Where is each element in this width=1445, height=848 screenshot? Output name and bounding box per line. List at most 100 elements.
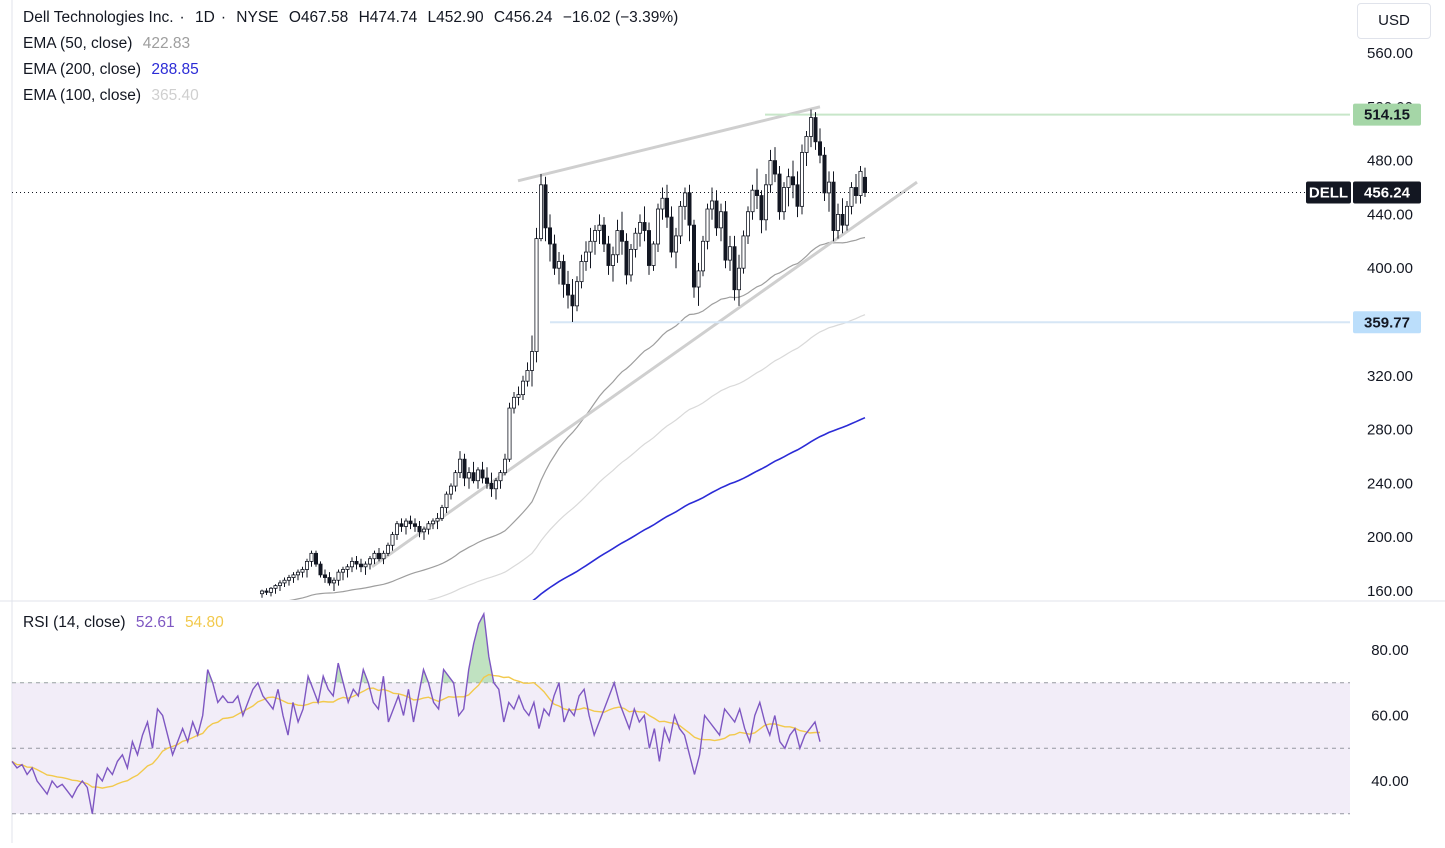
candle-body <box>309 552 314 562</box>
price-axis-tick: 440.00 <box>1367 206 1413 223</box>
candle-body <box>322 574 327 578</box>
candle-body <box>453 472 458 487</box>
candle-body <box>615 230 620 256</box>
candle <box>309 550 314 567</box>
candle <box>633 227 638 258</box>
candle <box>575 276 580 312</box>
candle-body <box>629 248 634 276</box>
candle-body <box>827 181 832 194</box>
candle-body <box>557 261 562 269</box>
candle-body <box>552 243 557 269</box>
candle <box>629 243 634 282</box>
candle <box>813 112 818 150</box>
candle-body <box>327 577 332 584</box>
candle-body <box>804 135 809 153</box>
candle-body <box>331 579 336 584</box>
candle-body <box>457 458 462 474</box>
ema200-legend[interactable]: EMA (200, close) 288.85 <box>23 60 205 80</box>
candle <box>638 214 643 247</box>
candle-body <box>408 520 413 525</box>
candle-body <box>480 469 485 479</box>
lower-trendline <box>371 180 918 569</box>
rsi-value: 52.61 <box>135 614 175 631</box>
candle <box>507 402 512 462</box>
candle <box>282 577 287 587</box>
candle <box>710 187 715 220</box>
candle-body <box>273 585 278 589</box>
candle <box>534 227 539 363</box>
candle <box>399 518 404 532</box>
candle-body <box>692 224 697 288</box>
symbol-legend: Dell Technologies Inc. · 1D · NYSE O467.58… <box>23 9 679 26</box>
candle <box>611 246 616 282</box>
candle-body <box>683 192 688 207</box>
price-plot-group <box>12 105 1350 600</box>
candle-body <box>507 407 512 460</box>
candle-body <box>394 523 399 535</box>
currency-button[interactable]: USD <box>1357 3 1431 39</box>
candle-body <box>539 184 544 240</box>
candle <box>809 109 814 148</box>
candle <box>273 584 278 594</box>
price-axis-tick: 480.00 <box>1367 153 1413 170</box>
candle-body <box>696 270 701 288</box>
candle-body <box>304 561 309 570</box>
symbol-name: Dell Technologies Inc. <box>23 9 174 26</box>
candle-body <box>412 523 417 527</box>
candle-body <box>782 187 787 213</box>
candle <box>264 588 269 596</box>
candle-body <box>403 520 408 527</box>
candle <box>782 182 787 220</box>
candle-body <box>593 230 598 242</box>
ema50-legend[interactable]: EMA (50, close) 422.83 <box>23 34 196 54</box>
candle-body <box>732 246 737 291</box>
candle <box>764 174 769 231</box>
candle <box>493 478 498 500</box>
ema100-legend[interactable]: EMA (100, close) 365.40 <box>23 86 205 106</box>
candle <box>741 230 746 274</box>
candle <box>606 235 611 275</box>
candle-body <box>611 254 616 266</box>
candle <box>845 200 850 231</box>
candle-body <box>786 176 791 188</box>
candle-body <box>642 222 647 231</box>
candle-body <box>282 579 287 584</box>
candle <box>462 453 467 487</box>
candle-body <box>566 283 571 296</box>
candle-body <box>381 552 386 560</box>
exchange-label: NYSE <box>236 9 279 26</box>
candle-body <box>484 477 489 484</box>
candle <box>512 391 517 414</box>
candle <box>300 566 305 578</box>
candle-body <box>277 582 282 587</box>
candle <box>331 577 336 591</box>
low-value: L452.90 <box>427 9 484 26</box>
price-axis-tick: 400.00 <box>1367 260 1413 277</box>
candle <box>566 270 571 309</box>
candle <box>795 171 800 218</box>
candle <box>363 561 368 575</box>
high-value: H474.74 <box>358 9 418 26</box>
rsi-ma-value: 54.80 <box>184 614 224 631</box>
candle-body <box>363 563 368 568</box>
candle <box>304 558 309 578</box>
candle <box>822 147 827 201</box>
candle-body <box>336 571 341 581</box>
candle-body <box>462 458 467 479</box>
candle <box>394 521 399 540</box>
ema200-line <box>532 416 866 600</box>
candle-body <box>759 195 764 221</box>
candle <box>421 526 426 540</box>
candle-body <box>318 563 323 576</box>
candle <box>827 171 832 212</box>
candle <box>336 569 341 586</box>
candle <box>471 461 476 484</box>
candle-body <box>647 230 652 266</box>
candle-body <box>854 187 859 196</box>
candle-body <box>764 184 769 221</box>
candle <box>502 453 507 476</box>
rsi-legend[interactable]: RSI (14, close) 52.61 54.80 <box>23 613 230 633</box>
price-axis-tick: 560.00 <box>1367 45 1413 62</box>
